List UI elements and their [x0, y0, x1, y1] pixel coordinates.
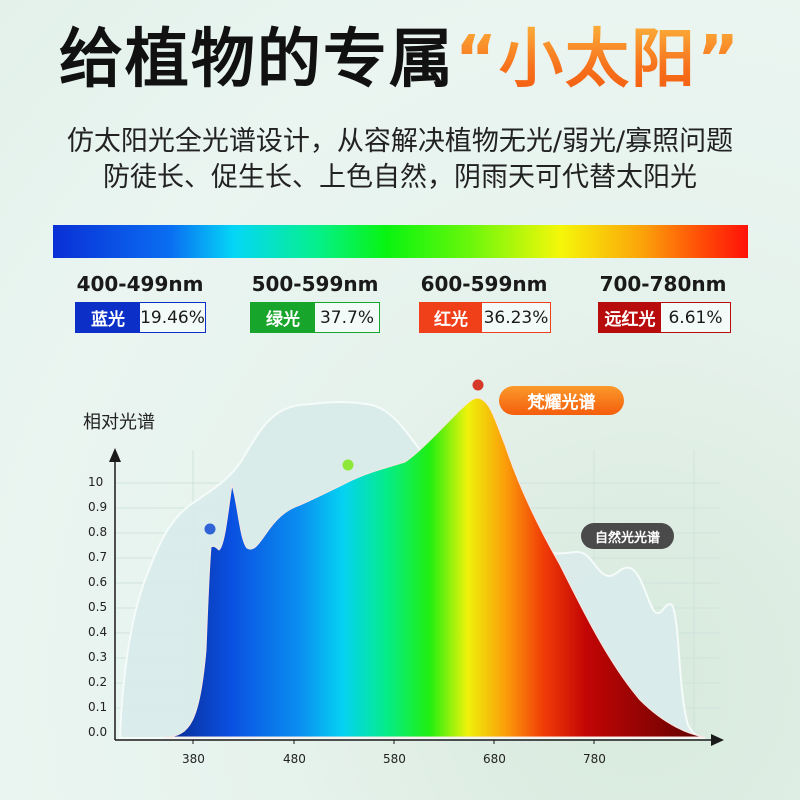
- band-red: 600-599nm 红光 36.23%: [419, 272, 589, 333]
- band-label: 远红光: [599, 303, 661, 332]
- band-label: 蓝光: [76, 303, 140, 332]
- x-tick: 580: [383, 752, 406, 766]
- band-blue: 400-499nm 蓝光 19.46%: [75, 272, 245, 333]
- band-badge: 红光 36.23%: [419, 302, 551, 333]
- y-tick: 0.4: [88, 625, 108, 639]
- band-far-red: 700-780nm 远红光 6.61%: [598, 272, 768, 333]
- page-title: 给植物的专属“小太阳”: [0, 18, 800, 102]
- subtitle-line-2: 防徒长、促生长、上色自然，阴雨天可代替太阳光: [103, 162, 697, 193]
- band-percent: 37.7%: [315, 303, 379, 332]
- y-tick: 10: [88, 475, 104, 489]
- y-axis-arrow-icon: [109, 448, 121, 462]
- band-badge: 蓝光 19.46%: [75, 302, 206, 333]
- spectrum-gradient-bar: [53, 225, 748, 258]
- title-highlight: “小太阳”: [454, 23, 742, 97]
- led-spectrum-area: [164, 397, 706, 738]
- y-tick: 0.0: [88, 725, 108, 739]
- y-tick: 0.7: [88, 550, 108, 564]
- band-percent: 6.61%: [661, 303, 730, 332]
- y-tick: 0.6: [88, 575, 108, 589]
- y-tick: 0.2: [88, 675, 108, 689]
- title-main: 给植物的专属: [58, 23, 455, 97]
- x-tick: 780: [583, 752, 606, 766]
- y-tick: 0.3: [88, 650, 108, 664]
- y-tick: 0.5: [88, 600, 108, 614]
- y-tick: 0.9: [88, 500, 108, 514]
- led-spectrum-legend: 梵耀光谱: [499, 386, 624, 415]
- y-tick: 0.1: [88, 700, 108, 714]
- band-label: 绿光: [251, 303, 315, 332]
- band-percent: 19.46%: [140, 303, 205, 332]
- subtitle-line-1: 仿太阳光全光谱设计，从容解决植物无光/弱光/寡照问题: [66, 126, 734, 157]
- band-badge: 绿光 37.7%: [250, 302, 380, 333]
- natural-spectrum-legend: 自然光光谱: [581, 523, 674, 549]
- x-tick: 480: [283, 752, 306, 766]
- x-axis-arrow-icon: [711, 734, 724, 746]
- y-tick: 0.8: [88, 525, 108, 539]
- band-label: 红光: [420, 303, 482, 332]
- band-range: 700-780nm: [599, 272, 727, 296]
- band-badge: 远红光 6.61%: [598, 302, 731, 333]
- red-peak-marker: [472, 379, 484, 391]
- blue-peak-marker: [204, 523, 216, 535]
- band-green: 500-599nm 绿光 37.7%: [250, 272, 420, 333]
- x-tick: 680: [483, 752, 506, 766]
- band-range: 400-499nm: [76, 272, 204, 296]
- band-range: 600-599nm: [420, 272, 548, 296]
- green-marker: [342, 459, 354, 471]
- band-range: 500-599nm: [251, 272, 379, 296]
- chart-y-label: 相对光谱: [83, 412, 155, 433]
- x-tick: 380: [182, 752, 205, 766]
- band-percent: 36.23%: [482, 303, 550, 332]
